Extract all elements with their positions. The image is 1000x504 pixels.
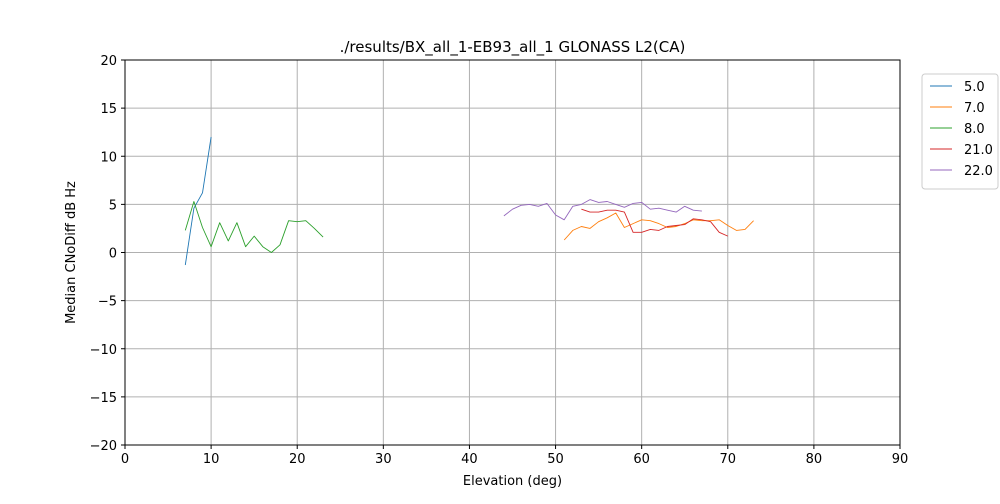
x-tick-label: 90 xyxy=(892,452,909,467)
x-tick-label: 70 xyxy=(720,452,737,467)
legend-label: 5.0 xyxy=(964,80,985,95)
series-line-5-0 xyxy=(184,136,212,266)
series-lines xyxy=(184,136,754,266)
x-tick-label: 20 xyxy=(289,452,306,467)
y-tick-label: 15 xyxy=(100,102,117,117)
y-tick-label: −10 xyxy=(90,343,117,358)
x-tick-label: 10 xyxy=(203,452,220,467)
y-tick-label: 10 xyxy=(100,150,117,165)
x-tick-label: 50 xyxy=(547,452,564,467)
legend-label: 7.0 xyxy=(964,101,985,116)
y-tick-label: 5 xyxy=(109,198,117,213)
y-tick-label: −5 xyxy=(98,295,117,310)
y-tick-label: −20 xyxy=(90,439,117,454)
series-line-21-0 xyxy=(581,208,728,237)
y-axis-title: Median CNoDiff dB Hz xyxy=(64,181,79,324)
chart-title: ./results/BX_all_1-EB93_all_1 GLONASS L2… xyxy=(340,38,686,57)
x-tick-label: 30 xyxy=(375,452,392,467)
x-tick-label: 60 xyxy=(633,452,650,467)
x-tick-label: 40 xyxy=(461,452,478,467)
legend-box xyxy=(921,73,999,190)
series-line-22-0 xyxy=(503,199,702,221)
series-line-8-0 xyxy=(184,201,324,253)
axis-ticks: 0 10 20 30 40 50 60 70 80 90 −20 −15 −10 −5 0 5 10 15 20 xyxy=(90,54,909,467)
x-tick-label: 80 xyxy=(806,452,823,467)
y-tick-label: −15 xyxy=(90,391,117,406)
legend-label: 22.0 xyxy=(964,164,993,179)
legend-label: 8.0 xyxy=(964,122,985,137)
y-tick-label: 0 xyxy=(109,247,117,262)
legend-label: 21.0 xyxy=(964,143,993,158)
x-tick-label: 0 xyxy=(121,452,129,467)
y-tick-label: 20 xyxy=(100,54,117,69)
series-line-7-0 xyxy=(563,212,754,241)
legend: 5.0 7.0 8.0 21.0 22.0 xyxy=(921,73,999,190)
x-axis-title: Elevation (deg) xyxy=(463,474,562,489)
